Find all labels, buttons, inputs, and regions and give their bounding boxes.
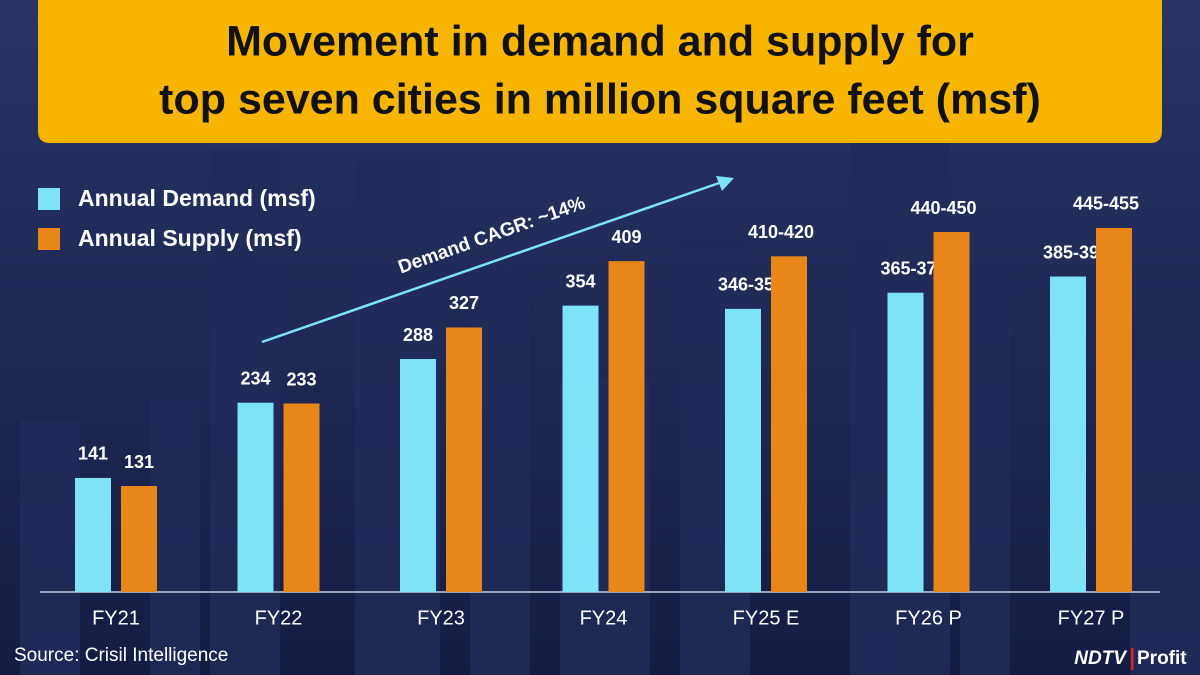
- value-label: 354: [565, 271, 595, 291]
- bar: [887, 292, 924, 592]
- value-label: 409: [611, 227, 641, 247]
- bar: [608, 261, 645, 592]
- legend-swatch: [38, 228, 60, 250]
- title-box: [38, 0, 1162, 143]
- value-label: 346-355: [718, 275, 784, 295]
- x-tick-label: FY21: [92, 607, 140, 629]
- bar: [725, 308, 761, 592]
- bar: [75, 477, 111, 592]
- value-label: 440-450: [910, 198, 976, 218]
- value-label: 131: [124, 452, 154, 472]
- value-label: 410-420: [748, 222, 814, 242]
- annotation-arrow: [261, 180, 723, 344]
- x-tick-label: FY27 P: [1058, 607, 1125, 629]
- x-tick-label: FY26 P: [895, 607, 962, 629]
- value-label: 445-455: [1073, 194, 1139, 214]
- logo-left: NDTV: [1074, 648, 1127, 669]
- legend-label: Annual Supply (msf): [78, 225, 302, 251]
- value-label: 288: [403, 325, 433, 345]
- bar: [237, 402, 274, 592]
- legend-label: Annual Demand (msf): [78, 185, 316, 211]
- x-tick-label: FY25 E: [733, 607, 800, 629]
- logo-right: Profit: [1137, 648, 1187, 669]
- value-label: 141: [78, 444, 108, 464]
- legend-swatch: [38, 188, 60, 210]
- source: Source: Crisil Intelligence: [14, 645, 228, 666]
- skyline: [20, 140, 1200, 675]
- bar: [400, 359, 436, 592]
- bar: [1096, 227, 1132, 592]
- bar: [771, 256, 807, 592]
- bar: [1050, 276, 1086, 592]
- value-label: 234: [240, 368, 270, 388]
- value-label: 385-395: [1043, 242, 1109, 262]
- x-tick-label: FY23: [417, 607, 465, 629]
- x-tick-label: FY24: [580, 607, 628, 629]
- value-label: 233: [286, 369, 316, 389]
- bar: [562, 305, 599, 592]
- chart-title: Movement in demand and supply for: [226, 17, 974, 65]
- value-label: 327: [449, 293, 479, 313]
- value-label: 365-375: [880, 258, 946, 278]
- x-tick-label: FY22: [255, 607, 303, 629]
- arrow-head: [716, 176, 734, 191]
- bar: [446, 327, 482, 592]
- logo-divider: [1131, 648, 1134, 670]
- chart-title: top seven cities in million square feet …: [159, 75, 1041, 123]
- bar: [933, 232, 970, 592]
- bar: [283, 403, 320, 592]
- bar: [121, 486, 157, 592]
